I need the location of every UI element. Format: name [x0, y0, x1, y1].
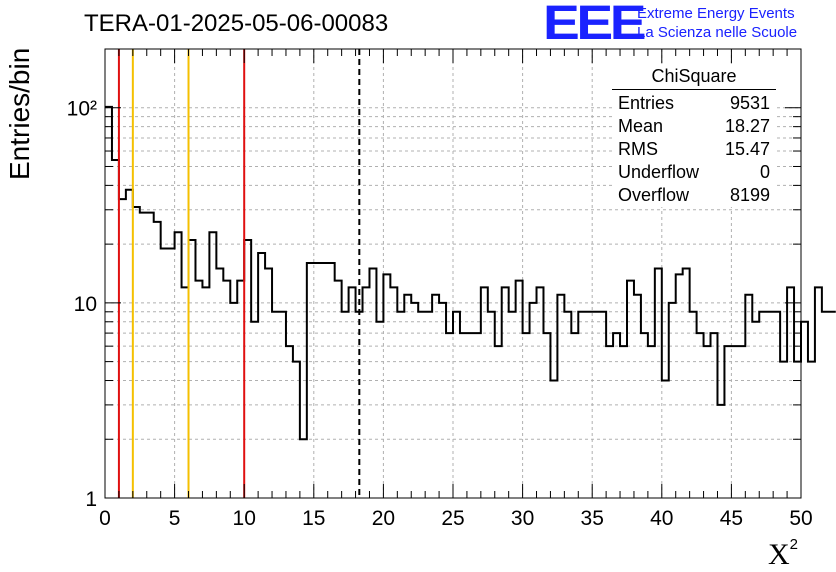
stats-row-mean: Mean 18.27: [612, 115, 776, 138]
stats-row-overflow: Overflow 8199: [612, 184, 776, 207]
y-axis-label: Entries/bin: [4, 47, 35, 180]
x-tick-label: 45: [720, 507, 743, 530]
logo-line-1: Extreme Energy Events: [637, 5, 795, 22]
y-tick-label: 1: [85, 488, 97, 511]
histogram-series: [105, 105, 836, 441]
x-tick-label: 15: [302, 507, 325, 530]
stats-row-entries: Entries 9531: [612, 92, 776, 115]
x-tick-label: 5: [169, 507, 181, 530]
stats-title: ChiSquare: [612, 66, 776, 90]
stats-label: RMS: [618, 139, 658, 159]
stats-row-rms: RMS 15.47: [612, 138, 776, 161]
x-tick-label: 25: [441, 507, 464, 530]
stats-value: 18.27: [724, 116, 770, 136]
stats-value: 8199: [729, 185, 770, 205]
stats-value: 9531: [729, 93, 770, 113]
x-tick-label: 20: [372, 507, 395, 530]
y-tick-label: 10²: [67, 98, 97, 121]
stats-value: 15.47: [724, 139, 770, 159]
x-axis-label-superscript: 2: [789, 536, 799, 553]
logo-line-2: La Scienza nelle Scuole: [637, 24, 798, 41]
stats-row-underflow: Underflow 0: [612, 161, 776, 184]
x-tick-label: 0: [99, 507, 111, 530]
x-tick-label: 10: [233, 507, 256, 530]
stats-label: Overflow: [618, 185, 690, 205]
stats-value: 0: [759, 162, 770, 182]
eee-logo: EEE: [543, 0, 647, 50]
stats-label: Mean: [618, 116, 664, 136]
x-tick-label: 50: [789, 507, 812, 530]
x-tick-label: 30: [511, 507, 534, 530]
x-tick-label: 35: [581, 507, 604, 530]
stats-label: Underflow: [618, 162, 700, 182]
x-axis-label: X2: [768, 536, 799, 572]
y-tick-label: 10: [74, 293, 97, 316]
x-axis-label-base: X: [768, 538, 790, 571]
stats-box: ChiSquare Entries 9531 Mean 18.27 RMS 15.47…: [612, 66, 776, 207]
x-tick-label: 40: [650, 507, 673, 530]
chart-title: TERA-01-2025-05-06-00083: [84, 10, 389, 37]
stats-label: Entries: [618, 93, 675, 113]
